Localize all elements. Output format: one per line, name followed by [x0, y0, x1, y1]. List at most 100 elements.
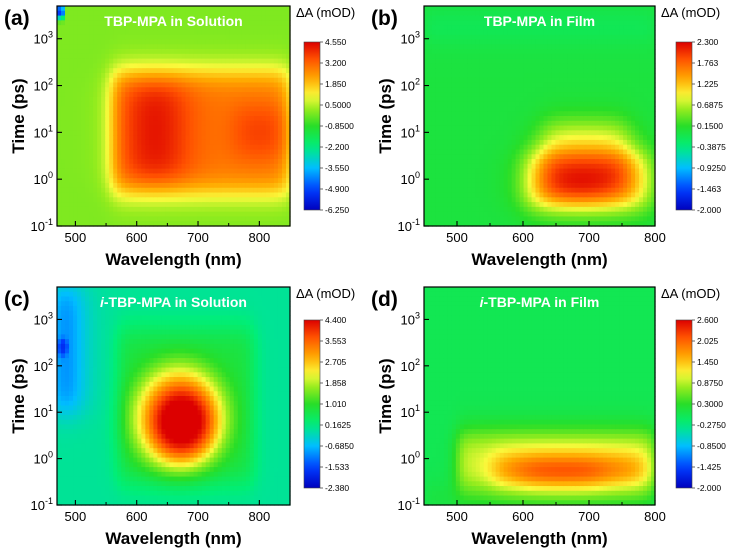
- heatmap-cell: [201, 149, 207, 155]
- heatmap-cell: [97, 49, 102, 55]
- heatmap-cell: [571, 135, 576, 141]
- heatmap-cell: [209, 6, 215, 12]
- heatmap-cell: [205, 53, 211, 60]
- heatmap-cell: [435, 159, 441, 165]
- heatmap-cell: [105, 139, 110, 146]
- heatmap-cell: [495, 139, 501, 146]
- heatmap-cell: [261, 149, 267, 155]
- heatmap-cell: [133, 68, 138, 74]
- heatmap-cell: [145, 92, 150, 98]
- heatmap-cell: [73, 39, 78, 45]
- heatmap-cell: [217, 159, 223, 165]
- heatmap-cell: [245, 192, 251, 198]
- heatmap-cell: [587, 44, 592, 50]
- heatmap-cell: [479, 125, 485, 131]
- heatmap-cell: [97, 130, 102, 136]
- heatmap-cell: [503, 111, 509, 117]
- heatmap-cell: [543, 63, 549, 69]
- heatmap-cell: [463, 120, 469, 127]
- heatmap-cell: [511, 139, 517, 146]
- heatmap-cell: [599, 20, 604, 26]
- heatmap-cell: [539, 173, 545, 179]
- heatmap-cell: [249, 216, 255, 222]
- heatmap-cell: [213, 111, 219, 117]
- heatmap-cell: [483, 144, 489, 151]
- heatmap-cell: [281, 116, 287, 122]
- heatmap-cell: [149, 53, 155, 60]
- heatmap-cell: [523, 192, 529, 198]
- heatmap-cell: [281, 168, 287, 174]
- heatmap-cell: [157, 197, 163, 203]
- heatmap-cell: [93, 53, 98, 60]
- heatmap-cell: [137, 72, 142, 79]
- heatmap-cell: [201, 159, 207, 165]
- heatmap-cell: [121, 15, 126, 21]
- heatmap-cell: [189, 49, 195, 55]
- heatmap-cell: [145, 101, 150, 108]
- heatmap-cell: [201, 154, 207, 160]
- heatmap-cell: [587, 111, 592, 117]
- heatmap-cell: [467, 10, 473, 17]
- heatmap-cell: [551, 87, 557, 93]
- heatmap-cell: [531, 116, 537, 122]
- heatmap-cell: [233, 34, 239, 41]
- heatmap-cell: [137, 63, 142, 69]
- heatmap-cell: [555, 216, 561, 222]
- heatmap-cell: [181, 39, 187, 45]
- heatmap-cell: [153, 173, 159, 179]
- heatmap-cell: [607, 178, 612, 184]
- heatmap-cell: [463, 116, 469, 122]
- heatmap-cell: [217, 173, 223, 179]
- heatmap-cell: [129, 77, 134, 84]
- heatmap-cell: [519, 192, 525, 198]
- heatmap-cell: [241, 53, 247, 60]
- heatmap-cell: [539, 120, 545, 127]
- heatmap-cell: [455, 10, 461, 17]
- heatmap-cell: [503, 192, 509, 198]
- heatmap-cell: [507, 120, 513, 127]
- heatmap-cell: [595, 101, 600, 108]
- heatmap-cell: [105, 101, 110, 108]
- heatmap-cell: [447, 72, 453, 79]
- heatmap-cell: [503, 182, 509, 189]
- heatmap-cell: [197, 20, 203, 26]
- heatmap-cell: [129, 163, 134, 170]
- heatmap-cell: [93, 187, 98, 194]
- heatmap-cell: [81, 92, 86, 98]
- heatmap-cell: [117, 34, 122, 41]
- heatmap-cell: [451, 58, 457, 64]
- heatmap-cell: [69, 49, 74, 55]
- heatmap-cell: [73, 82, 78, 88]
- heatmap-cell: [225, 87, 231, 93]
- heatmap-cell: [467, 29, 473, 36]
- heatmap-cell: [603, 130, 608, 136]
- heatmap-cell: [479, 187, 485, 194]
- heatmap-cell: [249, 87, 255, 93]
- heatmap-cell: [113, 163, 118, 170]
- heatmap-cell: [129, 34, 134, 41]
- heatmap-cell: [495, 173, 501, 179]
- heatmap-cell: [177, 125, 183, 131]
- heatmap-cell: [273, 221, 279, 227]
- heatmap-cell: [177, 77, 183, 84]
- heatmap-cell: [65, 206, 70, 213]
- heatmap-cell: [467, 20, 473, 26]
- heatmap-cell: [241, 130, 247, 136]
- heatmap-cell: [427, 25, 433, 31]
- heatmap-cell: [209, 120, 215, 127]
- heatmap-cell: [491, 29, 497, 36]
- heatmap-cell: [539, 39, 545, 45]
- heatmap-cell: [113, 206, 118, 213]
- heatmap-cell: [89, 77, 94, 84]
- heatmap-cell: [245, 58, 251, 64]
- heatmap-cell: [563, 101, 568, 108]
- heatmap-cell: [121, 106, 126, 112]
- heatmap-cell: [77, 163, 82, 170]
- heatmap-cell: [181, 82, 187, 88]
- heatmap-cell: [129, 206, 134, 213]
- heatmap-cell: [93, 163, 98, 170]
- heatmap-cell: [193, 68, 199, 74]
- heatmap-cell: [607, 197, 612, 203]
- heatmap-cell: [73, 72, 78, 79]
- heatmap-cell: [57, 197, 62, 203]
